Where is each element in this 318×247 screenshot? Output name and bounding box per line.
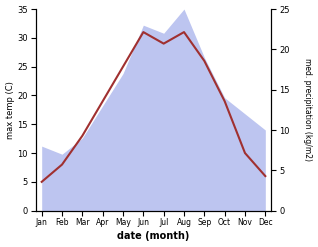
Y-axis label: med. precipitation (kg/m2): med. precipitation (kg/m2): [303, 58, 313, 161]
X-axis label: date (month): date (month): [117, 231, 190, 242]
Y-axis label: max temp (C): max temp (C): [5, 81, 15, 139]
